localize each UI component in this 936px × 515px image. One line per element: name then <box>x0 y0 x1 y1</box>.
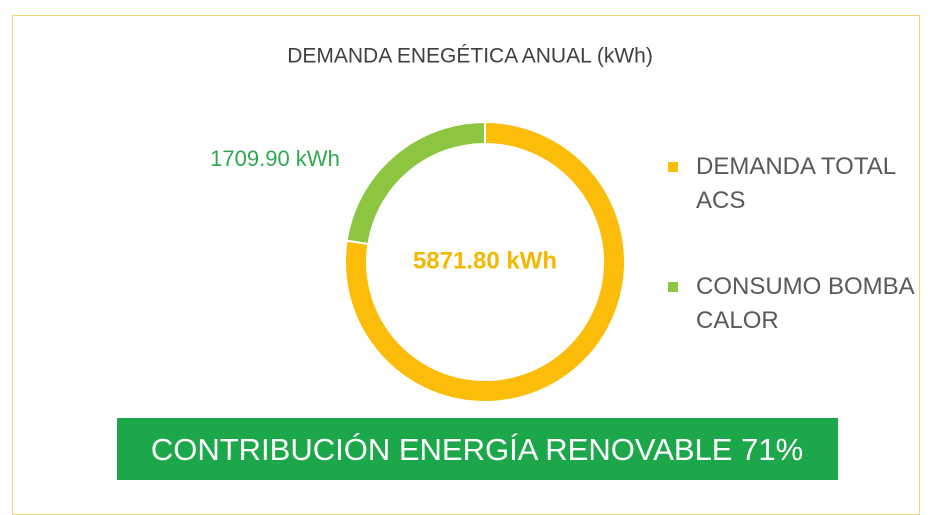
legend-swatch <box>668 162 678 172</box>
legend-swatch <box>668 282 678 292</box>
donut-segment <box>345 120 486 246</box>
legend-label: CONSUMO BOMBA CALOR <box>696 273 914 334</box>
legend-label: DEMANDA TOTAL ACS <box>696 153 896 214</box>
legend-item: DEMANDA TOTAL ACS <box>668 150 928 218</box>
legend-item: CONSUMO BOMBA CALOR <box>668 270 928 338</box>
chart-title: DEMANDA ENEGÉTICA ANUAL (kWh) <box>287 45 653 68</box>
banner <box>117 418 838 480</box>
donut-segment <box>344 120 626 403</box>
annotation: CONTRIBUCIÓN ENERGÍA RENOVABLE 71% <box>151 432 803 467</box>
data-label: 1709.90 kWh <box>210 146 340 171</box>
data-label: 5871.80 kWh <box>413 247 557 274</box>
